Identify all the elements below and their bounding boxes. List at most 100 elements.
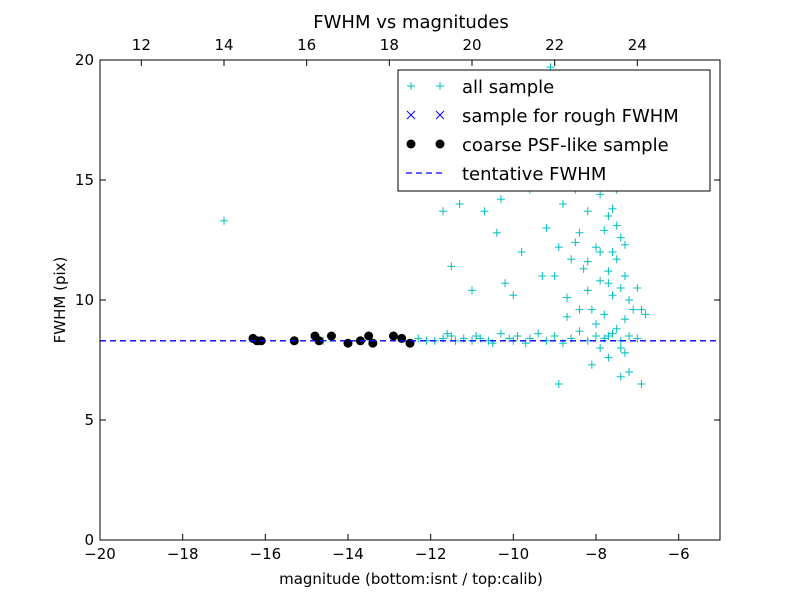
- x-tick-label-2: −16: [250, 545, 282, 563]
- all-sample-point-28: [505, 334, 514, 343]
- coarse-psf-point-6: [326, 331, 336, 341]
- all-sample-point-30: [513, 332, 522, 340]
- all-sample-point-75: [583, 207, 592, 216]
- x-tick-label-6: −8: [585, 545, 607, 563]
- all-sample-point-84: [600, 226, 609, 235]
- top-tick-label-0: 12: [132, 36, 151, 54]
- all-sample-point-114: [596, 248, 605, 256]
- all-sample-point-35: [550, 332, 559, 340]
- chart-title: FWHM vs magnitudes: [313, 12, 508, 33]
- all-sample-point-94: [612, 255, 621, 264]
- all-sample-point-107: [641, 310, 650, 319]
- y-tick-label-0: 0: [84, 531, 94, 549]
- coarse-psf-point-11: [388, 331, 398, 341]
- y-tick-label-3: 15: [75, 171, 94, 189]
- all-sample-point-53: [501, 279, 510, 288]
- coarse-psf-point-10: [368, 338, 378, 348]
- all-sample-point-80: [592, 320, 600, 328]
- all-sample-point-82: [596, 190, 605, 199]
- x-tick-label-4: −12: [415, 545, 447, 563]
- y-axis-label: FWHM (pix): [51, 257, 69, 344]
- x-tick-label-7: −6: [668, 545, 690, 563]
- all-sample-point-106: [637, 305, 646, 314]
- all-sample-point-69: [571, 238, 580, 247]
- all-sample-point-52: [496, 195, 505, 204]
- y-tick-label-4: 20: [75, 51, 94, 69]
- all-sample-point-40: [592, 332, 600, 340]
- all-sample-point-48: [447, 262, 456, 271]
- all-sample-point-76: [587, 360, 596, 369]
- y-tick-label-2: 10: [75, 291, 94, 309]
- all-sample-point-0: [220, 216, 228, 225]
- coarse-psf-point-13: [405, 338, 415, 348]
- all-sample-point-54: [509, 291, 518, 300]
- all-sample-point-14: [414, 334, 423, 343]
- all-sample-point-74: [583, 286, 592, 295]
- coarse-psf-point-5: [314, 336, 324, 346]
- all-sample-point-87: [604, 267, 613, 276]
- all-sample-point-72: [579, 264, 588, 273]
- all-sample-point-62: [554, 243, 563, 252]
- all-sample-point-78: [592, 243, 600, 252]
- all-sample-point-77: [587, 305, 596, 314]
- all-sample-point-97: [616, 284, 625, 292]
- all-sample-point-46: [439, 207, 448, 216]
- all-sample-point-64: [558, 200, 567, 208]
- legend-label-rough-fwhm: sample for rough FWHM: [462, 106, 679, 127]
- all-sample-point-117: [620, 240, 629, 249]
- all-sample-point-51: [492, 228, 501, 237]
- axis-ticks: −20 −18 −16 −14 −12 −10 −8 −6 12 14 16 18 20 22 24 0 5 10…: [75, 36, 720, 563]
- coarse-psf-point-12: [397, 333, 407, 343]
- all-sample-point-55: [517, 248, 526, 256]
- all-sample-point-19: [447, 332, 456, 340]
- all-sample-point-99: [620, 315, 629, 324]
- all-sample-point-118: [604, 279, 613, 288]
- x-tick-label-3: −14: [332, 545, 364, 563]
- all-sample-point-81: [596, 276, 605, 285]
- all-sample-point-101: [625, 368, 634, 376]
- legend: all sample sample for rough FWHM coarse …: [397, 69, 711, 192]
- plot-area: [100, 63, 720, 388]
- all-sample-point-67: [567, 255, 576, 264]
- all-sample-point-45: [633, 334, 642, 343]
- all-sample-point-61: [550, 272, 559, 280]
- top-tick-label-2: 16: [297, 36, 316, 54]
- all-sample-point-42: [608, 329, 617, 338]
- all-sample-point-65: [563, 312, 572, 321]
- y-tick-label-1: 5: [84, 411, 94, 429]
- x-tick-label-5: −10: [498, 545, 530, 563]
- all-sample-point-116: [612, 221, 621, 230]
- all-sample-point-112: [604, 332, 613, 340]
- legend-box: [397, 69, 711, 192]
- all-sample-point-105: [637, 380, 646, 388]
- coarse-psf-points: [248, 331, 415, 348]
- coarse-psf-point-7: [343, 338, 353, 348]
- all-sample-point-108: [620, 348, 629, 357]
- x-tick-label-0: −20: [84, 545, 116, 563]
- all-sample-point-33: [534, 329, 543, 338]
- all-sample-point-103: [629, 305, 638, 314]
- all-sample-point-23: [472, 332, 481, 340]
- all-sample-point-109: [608, 204, 617, 213]
- all-sample-point-59: [542, 224, 551, 232]
- all-sample-point-89: [604, 353, 613, 362]
- all-sample-point-96: [616, 372, 625, 381]
- all-sample-point-71: [575, 228, 584, 237]
- all-sample-point-100: [620, 272, 629, 280]
- all-sample-point-113: [616, 344, 625, 352]
- all-sample-point-102: [625, 296, 634, 304]
- all-sample-point-18: [443, 329, 452, 338]
- all-sample-point-47: [455, 200, 464, 208]
- top-tick-label-3: 18: [380, 36, 399, 54]
- all-sample-point-27: [496, 329, 505, 338]
- all-sample-point-63: [554, 380, 563, 388]
- top-tick-label-4: 20: [462, 36, 481, 54]
- all-sample-point-115: [583, 257, 592, 266]
- all-sample-point-32: [525, 334, 534, 343]
- all-sample-point-50: [480, 207, 489, 216]
- legend-label-all-sample: all sample: [462, 77, 554, 98]
- all-sample-point-70: [575, 305, 584, 314]
- legend-marker-coarse-psf: [406, 139, 445, 149]
- all-sample-point-66: [563, 293, 572, 302]
